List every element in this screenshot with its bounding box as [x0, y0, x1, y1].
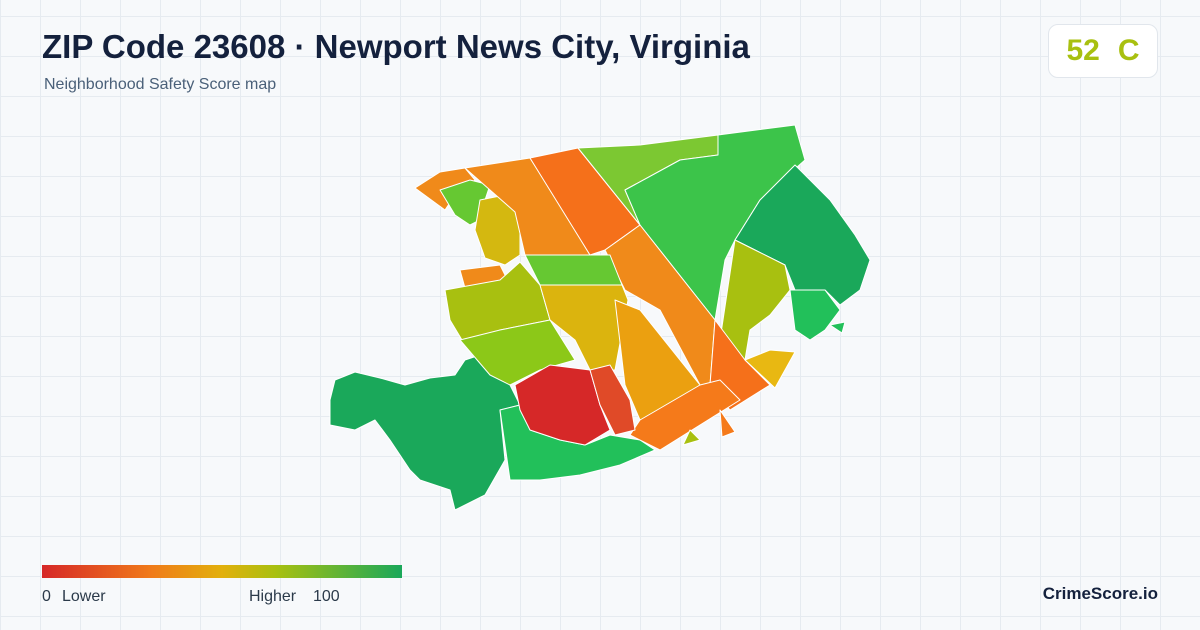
- region: [719, 409, 736, 438]
- region: [829, 321, 846, 334]
- region: [624, 124, 806, 321]
- brand: CrimeScore.io: [1042, 584, 1158, 603]
- legend-max: 100: [313, 588, 340, 605]
- region: [459, 319, 576, 386]
- region: [682, 429, 701, 446]
- score-value: 52: [1066, 34, 1100, 67]
- zip-regions: [329, 124, 871, 511]
- legend-max-label: Higher: [249, 588, 297, 605]
- region: [524, 254, 623, 286]
- legend-min-label: Lower: [62, 588, 106, 605]
- region: [744, 349, 796, 389]
- score-badge: 52 C: [1048, 24, 1158, 78]
- region: [789, 289, 841, 341]
- legend-min: 0: [42, 588, 51, 605]
- score-grade: C: [1117, 34, 1140, 67]
- region: [514, 364, 611, 446]
- legend-gradient: [42, 565, 402, 578]
- region: [589, 364, 636, 436]
- subtitle: Neighborhood Safety Score map: [44, 76, 277, 93]
- region: [329, 354, 521, 511]
- title: ZIP Code 23608 · Newport News City, Virg…: [42, 28, 750, 65]
